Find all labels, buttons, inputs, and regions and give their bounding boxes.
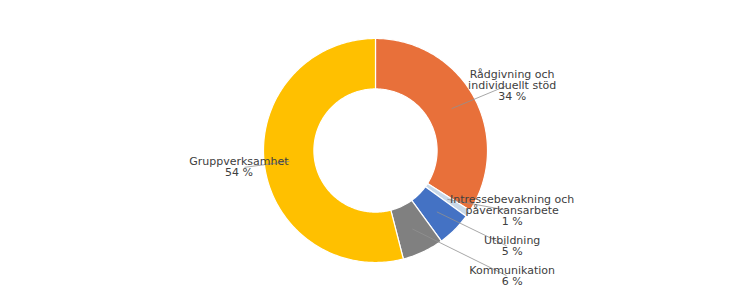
svg-text:Gruppverksamhet54 %: Gruppverksamhet54 %: [189, 155, 289, 179]
svg-text:Utbildning5 %: Utbildning5 %: [484, 234, 540, 258]
svg-text:Intressebevakning ochpåverkans: Intressebevakning ochpåverkansarbete1 %: [450, 193, 574, 228]
svg-text:Rådgivning ochindividuellt stö: Rådgivning ochindividuellt stöd34 %: [468, 68, 556, 103]
svg-text:Kommunikation6 %: Kommunikation6 %: [469, 264, 555, 288]
